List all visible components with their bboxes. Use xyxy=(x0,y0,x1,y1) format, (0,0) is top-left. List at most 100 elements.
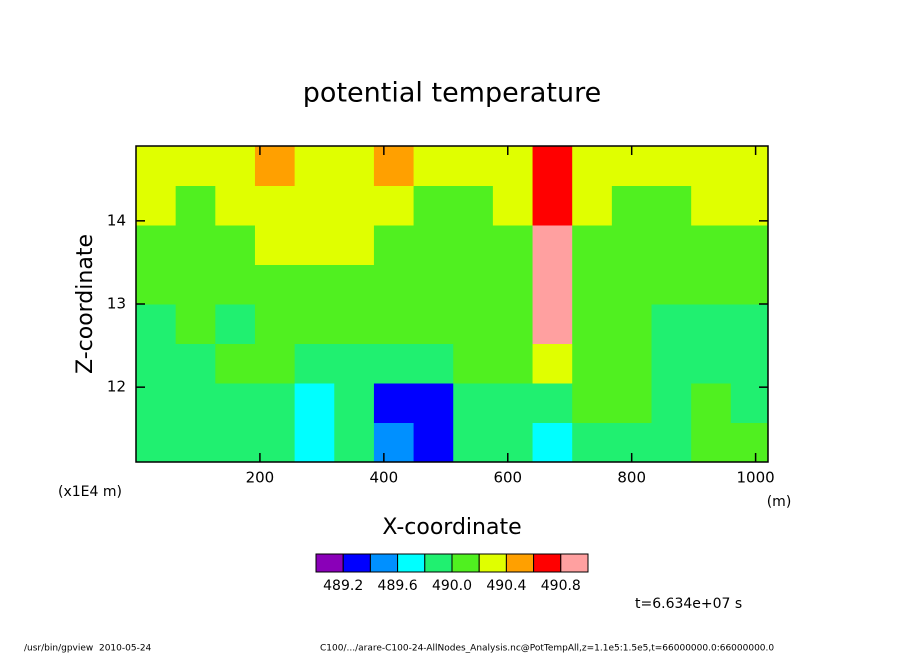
contour-cell xyxy=(532,225,573,265)
contour-cell xyxy=(373,264,415,305)
contour-cell xyxy=(691,185,732,226)
contour-cell xyxy=(691,383,732,423)
contour-cell xyxy=(532,185,573,226)
contour-cell xyxy=(453,225,494,265)
contour-cell xyxy=(532,422,573,463)
contour-cell xyxy=(294,185,335,226)
contour-cell xyxy=(532,264,573,305)
contour-cell xyxy=(730,225,769,265)
contour-cell xyxy=(334,304,375,344)
contour-cell xyxy=(413,185,454,226)
contour-cell xyxy=(254,146,296,186)
contour-cell xyxy=(294,146,335,186)
contour-cell xyxy=(730,185,769,226)
contour-cell xyxy=(413,304,454,344)
contour-cell xyxy=(572,146,613,186)
colorbar-label: 489.2 xyxy=(323,578,363,594)
contour-cell xyxy=(334,225,375,265)
contour-cell xyxy=(215,185,256,226)
contour-cell xyxy=(215,264,256,305)
contour-cell xyxy=(215,343,256,384)
contour-cell xyxy=(136,225,177,265)
colorbar-label: 489.6 xyxy=(378,578,418,594)
contour-cell xyxy=(730,422,769,463)
contour-cell xyxy=(651,343,692,384)
contour-cell xyxy=(373,146,415,186)
time-label: t=6.634e+07 s xyxy=(635,596,742,612)
contour-cell xyxy=(730,383,769,423)
y-unit: (x1E4 m) xyxy=(58,484,122,500)
colorbar-box xyxy=(533,553,562,573)
contour-cell xyxy=(175,343,216,384)
contour-cell xyxy=(215,383,256,423)
contour-cell xyxy=(136,304,177,344)
contour-cell xyxy=(215,225,256,265)
contour-cell xyxy=(651,146,692,186)
contour-cell xyxy=(413,264,454,305)
contour-cell xyxy=(413,343,454,384)
colorbar-label: 490.8 xyxy=(541,578,581,594)
contour-cell xyxy=(413,422,454,463)
contour-cell xyxy=(453,343,494,384)
contour-cell xyxy=(413,146,454,186)
contour-cell xyxy=(492,225,534,265)
contour-cell xyxy=(453,146,494,186)
contour-cell xyxy=(373,422,415,463)
contour-cell xyxy=(651,304,692,344)
colorbar-box xyxy=(505,553,535,573)
contour-cell xyxy=(730,304,769,344)
contour-cell xyxy=(572,225,613,265)
contour-cell xyxy=(254,264,296,305)
contour-cell xyxy=(373,185,415,226)
colorbar-box xyxy=(342,553,371,573)
contour-cell xyxy=(294,422,335,463)
contour-cell xyxy=(572,304,613,344)
contour-cell xyxy=(691,343,732,384)
contour-cell xyxy=(294,264,335,305)
colorbar-box xyxy=(478,553,507,573)
contour-cell xyxy=(175,225,216,265)
contour-cell xyxy=(136,146,177,186)
contour-cell xyxy=(413,383,454,423)
contour-cell xyxy=(453,422,494,463)
contour-cell xyxy=(492,264,534,305)
contour-cell xyxy=(136,185,177,226)
contour-cell xyxy=(730,264,769,305)
contour-cell xyxy=(413,225,454,265)
contour-cell xyxy=(334,422,375,463)
colorbar-box xyxy=(560,553,589,573)
contour-cell xyxy=(136,343,177,384)
contour-cell xyxy=(651,264,692,305)
contour-cell xyxy=(334,185,375,226)
contour-cell xyxy=(611,383,653,423)
contour-cell xyxy=(492,343,534,384)
contour-cell xyxy=(453,264,494,305)
contour-cell xyxy=(334,383,375,423)
contour-cell xyxy=(651,185,692,226)
colorbar-box xyxy=(315,553,344,573)
contour-cell xyxy=(492,185,534,226)
contour-cell xyxy=(294,343,335,384)
contour-cell xyxy=(215,422,256,463)
contour-cell xyxy=(254,383,296,423)
y-tick-label: 14 xyxy=(107,211,126,229)
colorbar-label: 490.0 xyxy=(432,578,472,594)
contour-cell xyxy=(294,225,335,265)
contour-cell xyxy=(453,383,494,423)
contour-cell xyxy=(175,304,216,344)
contour-cell xyxy=(651,383,692,423)
contour-cell xyxy=(175,264,216,305)
x-tick-label: 200 xyxy=(246,469,275,487)
contour-cell xyxy=(532,146,573,186)
contour-cell xyxy=(730,343,769,384)
contour-cell xyxy=(492,383,534,423)
contour-cell xyxy=(373,383,415,423)
contour-cell xyxy=(492,146,534,186)
contour-cell xyxy=(572,343,613,384)
contour-cell xyxy=(215,304,256,344)
contour-cell xyxy=(334,343,375,384)
contour-cell xyxy=(136,422,177,463)
contour-cell xyxy=(492,422,534,463)
contour-cell xyxy=(691,422,732,463)
